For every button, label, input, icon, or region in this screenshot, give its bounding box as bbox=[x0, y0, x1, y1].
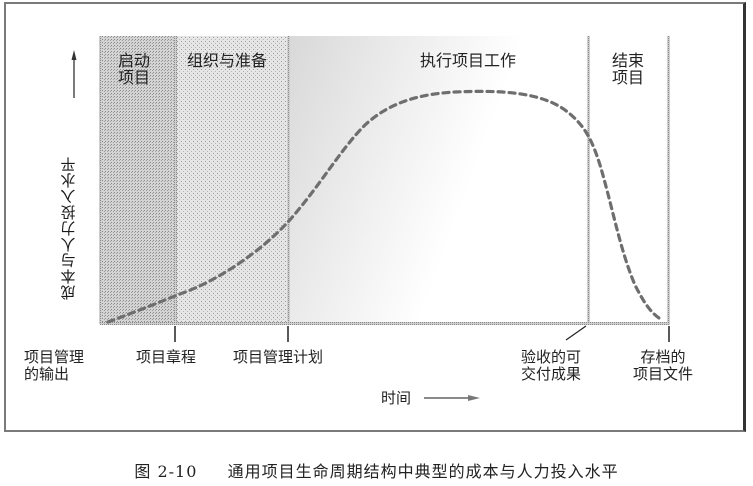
tick-deliverables bbox=[565, 325, 587, 341]
phase-organize-shade bbox=[175, 36, 288, 324]
y-axis-label: 成本与人力投入水平 bbox=[59, 156, 78, 300]
phase-execute-label: 执行项目工作 bbox=[420, 51, 517, 70]
phase-close-label: 结束 项目 bbox=[612, 51, 645, 87]
y-axis-arrow-head bbox=[71, 50, 77, 60]
x-axis-label: 时间 bbox=[381, 389, 412, 407]
milestone-accepted-deliverables: 验收的可 交付成果 bbox=[521, 348, 582, 383]
phase-organize-label: 组织与准备 bbox=[187, 51, 268, 70]
phase-initiate-label: 启动 项目 bbox=[118, 51, 151, 87]
milestone-charter: 项目章程 bbox=[136, 348, 197, 366]
milestone-pm-plan: 项目管理计划 bbox=[233, 348, 324, 366]
x-axis-arrow-head bbox=[468, 395, 480, 401]
figure-frame bbox=[4, 2, 746, 432]
caption-number: 图 2-10 bbox=[134, 462, 198, 481]
milestone-archived-documents: 存档的 项目文件 bbox=[633, 348, 694, 383]
figure-caption: 图 2-10 通用项目生命周期结构中典型的成本与人力投入水平 bbox=[0, 458, 753, 482]
effort-curve bbox=[106, 89, 664, 324]
phase-execute-shade bbox=[288, 36, 588, 324]
milestone-pm-outputs: 项目管理 的输出 bbox=[24, 348, 85, 383]
caption-title: 通用项目生命周期结构中典型的成本与人力投入水平 bbox=[227, 462, 619, 481]
x-baseline bbox=[100, 322, 670, 325]
phase-initiate-shade bbox=[100, 36, 175, 324]
